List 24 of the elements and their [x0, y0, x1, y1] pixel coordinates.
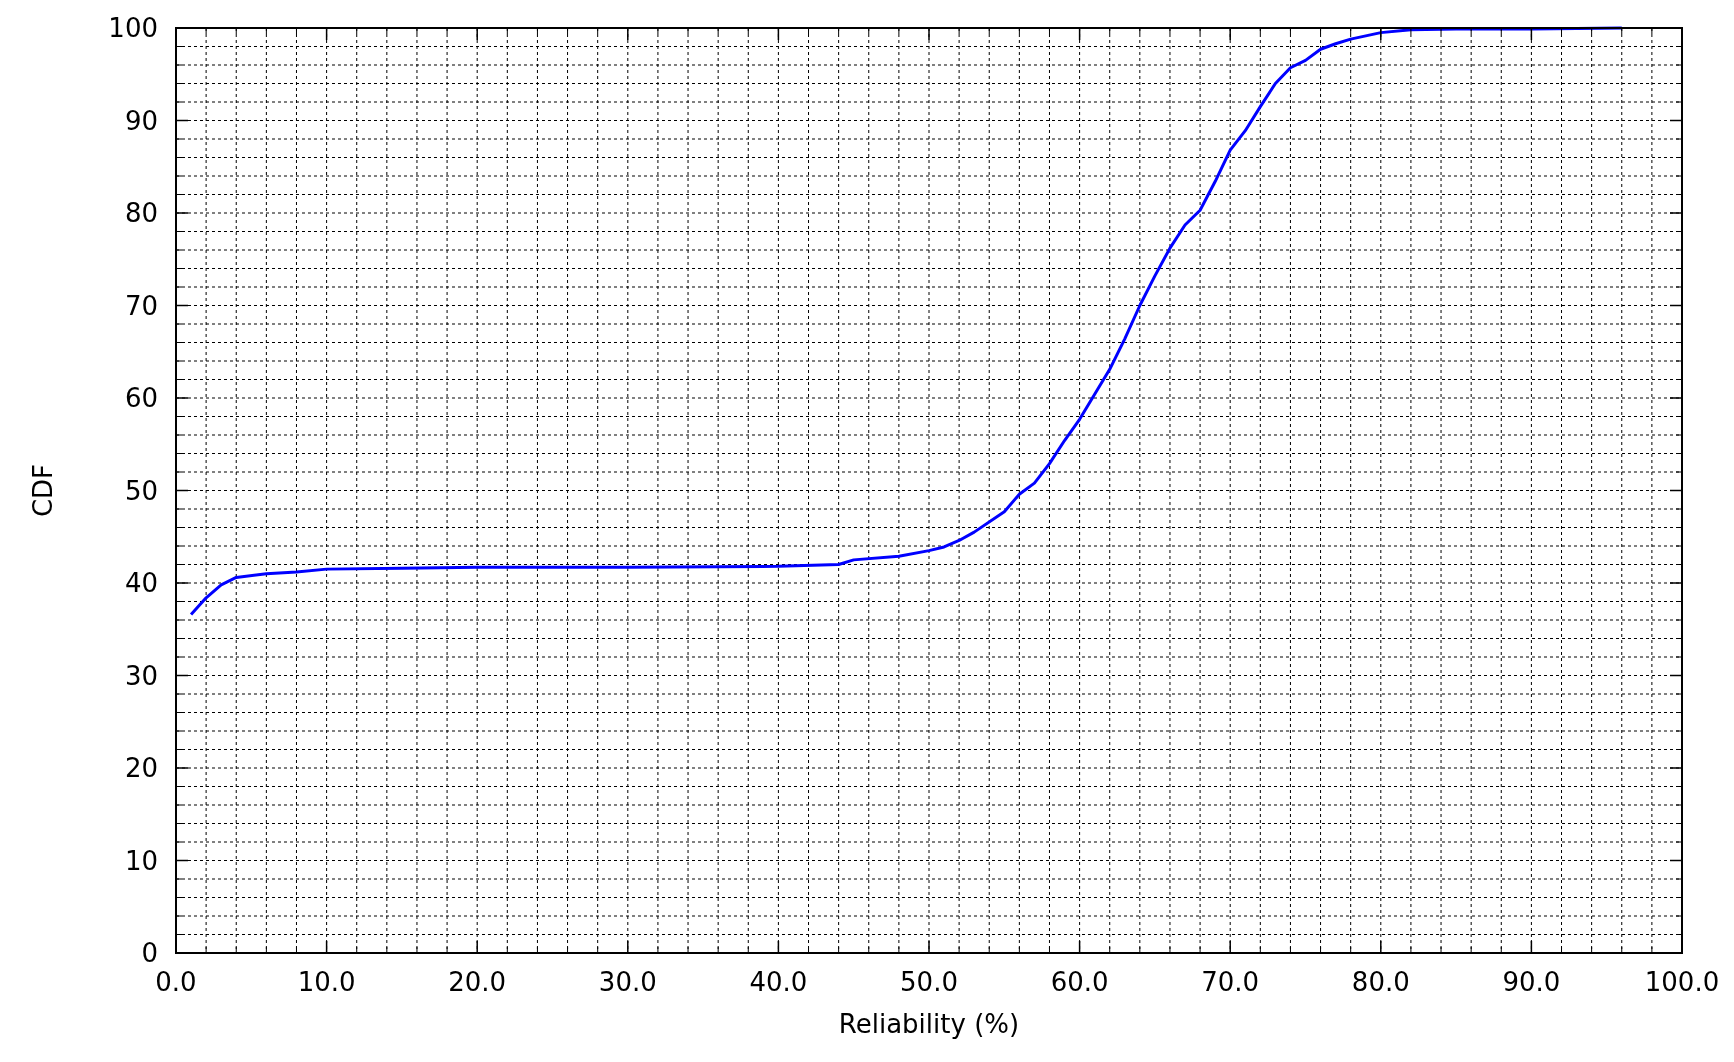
y-tick-label: 100: [108, 13, 158, 44]
y-tick-label: 30: [124, 660, 158, 691]
x-tick-label: 20.0: [448, 967, 507, 997]
y-tick-label: 50: [124, 475, 158, 506]
x-tick-label: 40.0: [749, 967, 808, 997]
x-tick-label: 60.0: [1050, 967, 1109, 997]
x-tick-label: 30.0: [598, 967, 657, 997]
y-tick-label: 60: [124, 383, 158, 414]
x-tick-label: 50.0: [900, 967, 958, 997]
y-axis-title: CDF: [28, 463, 58, 518]
x-tick-label: 10.0: [297, 967, 356, 997]
x-axis-title: Reliability (%): [838, 1009, 1020, 1039]
x-tick-label: 70.0: [1201, 967, 1260, 997]
y-tick-label: 90: [124, 105, 158, 136]
y-tick-label: 20: [124, 753, 158, 784]
x-tick-label: 100.0: [1644, 967, 1720, 997]
y-tick-label: 80: [124, 198, 158, 229]
x-tick-label: 80.0: [1351, 967, 1410, 997]
y-tick-label: 10: [124, 845, 158, 876]
y-tick-label: 0: [141, 938, 158, 969]
x-tick-label: 90.0: [1502, 967, 1561, 997]
y-tick-label: 40: [124, 568, 158, 599]
y-tick-label: 70: [124, 290, 158, 321]
x-tick-label: 0.0: [155, 967, 197, 997]
